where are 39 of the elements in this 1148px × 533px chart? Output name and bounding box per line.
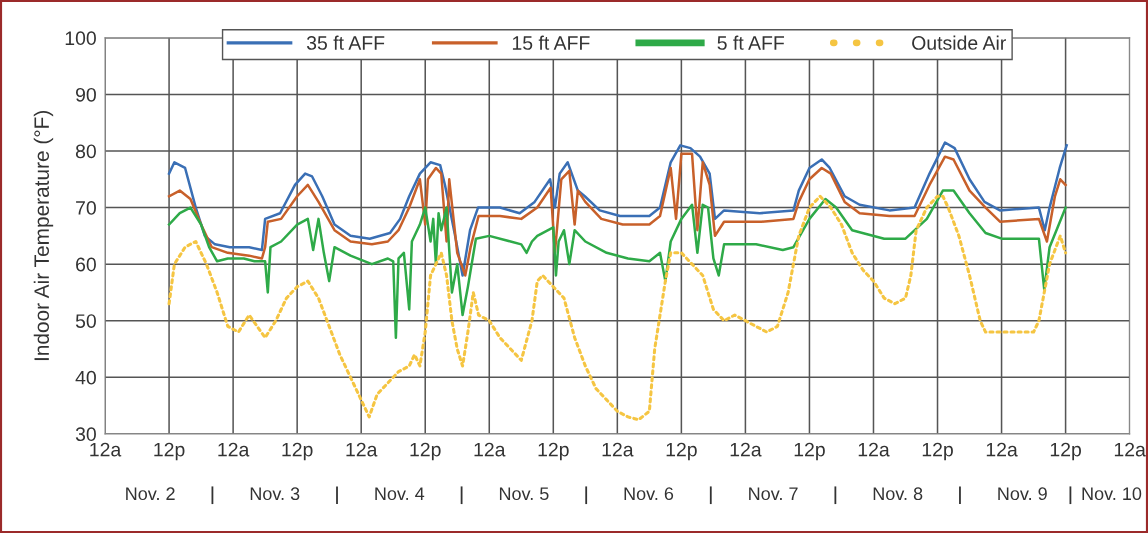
y-tick-label: 60 (76, 257, 96, 272)
y-tick-label: 100 (65, 31, 96, 46)
text: Nov. 3 (250, 487, 300, 501)
x-tick-label: 12a (858, 442, 890, 457)
y-tick-label: 80 (75, 144, 96, 159)
text: Nov. 6 (624, 487, 674, 501)
text: Nov. 2 (126, 487, 175, 501)
y-axis-title: Indoor Air Temperature (°F) (33, 111, 54, 361)
text: Nov. 8 (873, 487, 923, 501)
x-tick-label: 12a (90, 442, 122, 457)
legend-label: 15 ft AFF (512, 35, 590, 50)
x-tick-label: 12a (346, 442, 378, 457)
x-tick-label: 12p (154, 442, 185, 461)
x-tick-label: 12a (986, 442, 1018, 457)
x-tick-label: 12p (1050, 442, 1081, 461)
legend-label: Outside Air (912, 35, 1006, 50)
x-tick-label: 12a (218, 442, 250, 457)
legend-label: 35 ft AFF (306, 35, 385, 50)
text: Nov. 9 (998, 487, 1047, 501)
text: Nov. 10 (1082, 487, 1142, 501)
x-tick-label: 12p (794, 442, 825, 461)
text: Nov. 7 (749, 487, 798, 501)
x-tick-label: 12a (474, 442, 506, 457)
legend-label: 5 ft AFF (717, 35, 785, 50)
x-tick-label: 12p (666, 442, 697, 461)
y-tick-label: 30 (75, 427, 96, 442)
x-tick-label: 12p (282, 442, 313, 461)
y-tick-label: 40 (75, 370, 96, 385)
x-tick-label: 12p (922, 442, 953, 461)
x-tick-label: 12a (730, 442, 762, 457)
text: Nov. 5 (499, 487, 549, 501)
text: Nov. 4 (375, 487, 425, 501)
y-tick-label: 70 (76, 201, 96, 215)
x-tick-label: 12a (602, 442, 634, 457)
x-tick-label: 12a (1114, 442, 1146, 457)
x-tick-label: 12p (538, 442, 569, 461)
y-tick-label: 90 (75, 87, 96, 102)
y-tick-label: 50 (75, 314, 96, 328)
x-tick-label: 12p (410, 442, 441, 461)
